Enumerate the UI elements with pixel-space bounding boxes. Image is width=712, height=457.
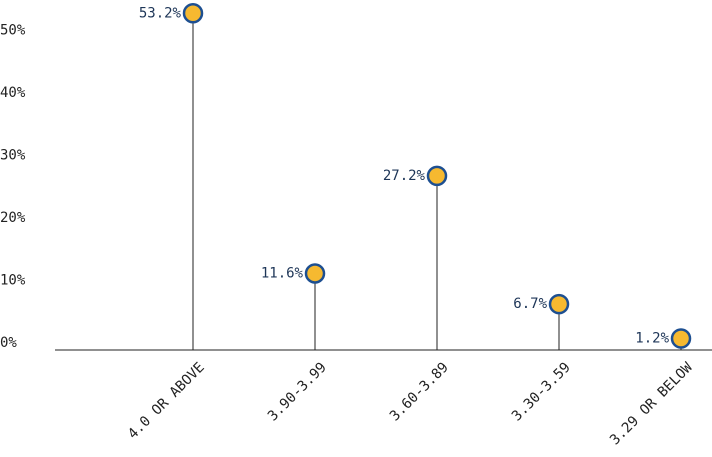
dot [426,165,448,187]
dot [670,328,692,349]
x-tick-label: 4.0 OR ABOVE [125,360,208,443]
value-label: 6.7% [513,296,547,312]
dot [182,3,204,24]
value-label: 27.2% [383,168,426,184]
y-tick-label: 20% [0,210,26,226]
y-tick-label: 0% [0,335,17,351]
x-tick-label: 3.30-3.59 [509,360,574,425]
x-tick-label: 3.90-3.99 [265,360,330,425]
value-label: 1.2% [635,330,669,346]
dot [548,293,570,315]
x-tick-label: 3.60-3.89 [387,360,452,425]
y-tick-label: 30% [0,147,26,163]
y-tick-label: 40% [0,85,26,101]
dot [304,263,326,284]
y-tick-label: 10% [0,272,26,288]
value-label: 53.2% [139,5,182,21]
value-label: 11.6% [261,265,304,281]
y-tick-label: 50% [0,22,26,38]
x-tick-label: 3.29 OR BELOW [607,359,696,448]
